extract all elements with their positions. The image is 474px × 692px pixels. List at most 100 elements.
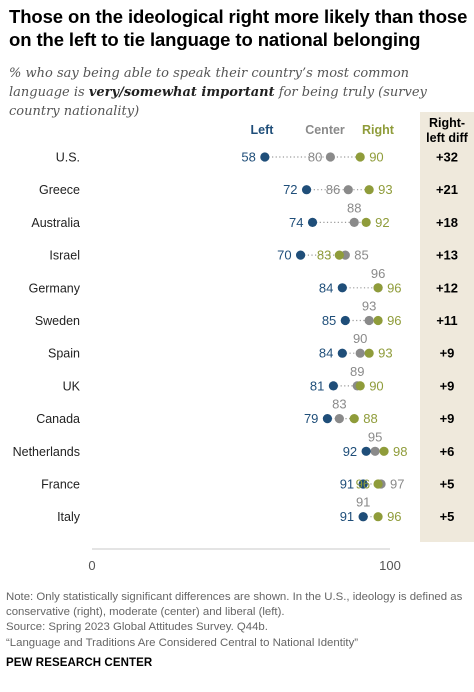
source-text: Source: Spring 2023 Global Attitudes Sur… <box>6 621 268 634</box>
notes-block: Note: Only statistically significant dif… <box>6 590 468 651</box>
dot-left <box>296 250 306 260</box>
dot-left <box>301 185 312 195</box>
diff-value: +5 <box>440 477 455 492</box>
row-label: Sweden <box>35 314 80 328</box>
row-label: UK <box>63 379 81 393</box>
label-right: 90 <box>369 150 383 165</box>
label-left: 84 <box>319 280 333 295</box>
dot-left <box>328 381 338 391</box>
legend-right: Right <box>362 123 395 137</box>
label-right: 93 <box>378 346 392 361</box>
row-label: Germany <box>29 281 81 295</box>
dot-right <box>364 185 374 195</box>
dot-center <box>334 414 344 424</box>
label-left: 81 <box>310 378 324 393</box>
diff-value: +13 <box>436 248 458 263</box>
label-left: 91 <box>340 509 354 524</box>
label-left: 84 <box>319 346 333 361</box>
label-right: 96 <box>387 509 401 524</box>
label-right: 96 <box>387 280 401 295</box>
dot-left <box>322 414 333 424</box>
report-title-text: “Language and Traditions Are Considered … <box>6 636 359 649</box>
row-label: Netherlands <box>13 445 80 459</box>
label-right: 90 <box>369 378 383 393</box>
row-label: Italy <box>57 510 81 524</box>
label-center: 91 <box>356 495 370 510</box>
diff-value: +6 <box>440 444 455 459</box>
diff-value: +5 <box>440 509 455 524</box>
dot-right <box>355 381 365 391</box>
row-label: Spain <box>48 347 80 361</box>
label-right: 92 <box>375 215 389 230</box>
dot-left <box>337 348 347 358</box>
label-center: 97 <box>390 477 404 492</box>
dot-right <box>373 315 383 326</box>
x-tick-100: 100 <box>379 558 401 573</box>
dot-left <box>358 512 368 522</box>
organization-name: PEW RESEARCH CENTER <box>6 657 153 669</box>
row-label: Greece <box>39 183 80 197</box>
dot-right <box>364 348 374 358</box>
label-center: 86 <box>326 182 340 197</box>
x-tick-0: 0 <box>88 558 95 573</box>
diff-value: +11 <box>436 313 457 328</box>
label-left: 85 <box>322 313 336 328</box>
dot-left <box>358 479 368 489</box>
label-right: 88 <box>363 411 377 426</box>
label-left: 58 <box>241 150 255 165</box>
dot-right <box>349 414 359 424</box>
dot-left <box>361 446 371 456</box>
label-left: 70 <box>277 248 291 263</box>
legend-left: Left <box>251 123 275 137</box>
label-center: 95 <box>368 429 382 444</box>
dot-right <box>355 152 365 162</box>
label-center: 88 <box>347 200 361 215</box>
diff-value: +32 <box>436 150 458 165</box>
dot-left <box>307 217 318 227</box>
diff-value: +18 <box>436 215 458 230</box>
dot-center <box>343 185 353 195</box>
diff-value: +9 <box>440 378 455 393</box>
subtitle-text-1: % who say being able to speak their coun… <box>9 66 410 100</box>
dot-left <box>260 152 270 162</box>
label-left: 72 <box>283 182 297 197</box>
row-label: France <box>41 478 80 492</box>
dot-right <box>361 217 371 227</box>
dot-center <box>370 446 380 456</box>
label-left: 92 <box>343 444 357 459</box>
note-text: Note: Only statistically significant dif… <box>6 591 463 619</box>
label-center: 93 <box>362 299 376 314</box>
chart-title: Those on the ideological right more like… <box>9 6 468 50</box>
label-center: 89 <box>350 364 364 379</box>
dot-right <box>373 479 383 489</box>
label-center: 83 <box>332 397 346 412</box>
dot-left <box>337 283 347 293</box>
row-label: Israel <box>49 249 80 263</box>
dot-right <box>373 512 383 522</box>
label-right: 96 <box>387 313 401 328</box>
label-center: 80 <box>308 150 322 165</box>
chart-subtitle: % who say being able to speak their coun… <box>9 64 471 121</box>
label-right: 93 <box>378 182 392 197</box>
dot-left <box>340 315 350 326</box>
diff-value: +9 <box>440 346 455 361</box>
dot-right <box>373 283 383 293</box>
label-center: 90 <box>353 331 367 346</box>
diff-column-header: Right-left diff <box>426 116 468 145</box>
diff-value: +9 <box>440 411 455 426</box>
label-left: 91 <box>340 477 354 492</box>
row-label: Canada <box>36 412 80 426</box>
diff-value: +21 <box>436 182 458 197</box>
diff-column-background <box>420 112 474 542</box>
label-right: 83 <box>317 248 331 263</box>
label-left: 79 <box>304 411 318 426</box>
row-label: U.S. <box>56 151 80 165</box>
dot-center <box>355 348 365 358</box>
subtitle-text-2: for being truly (survey country national… <box>9 85 427 119</box>
label-right: 98 <box>393 444 407 459</box>
legend-center: Center <box>305 123 345 137</box>
row-label: Australia <box>31 216 80 230</box>
label-left: 74 <box>289 215 303 230</box>
dot-center <box>364 315 374 326</box>
